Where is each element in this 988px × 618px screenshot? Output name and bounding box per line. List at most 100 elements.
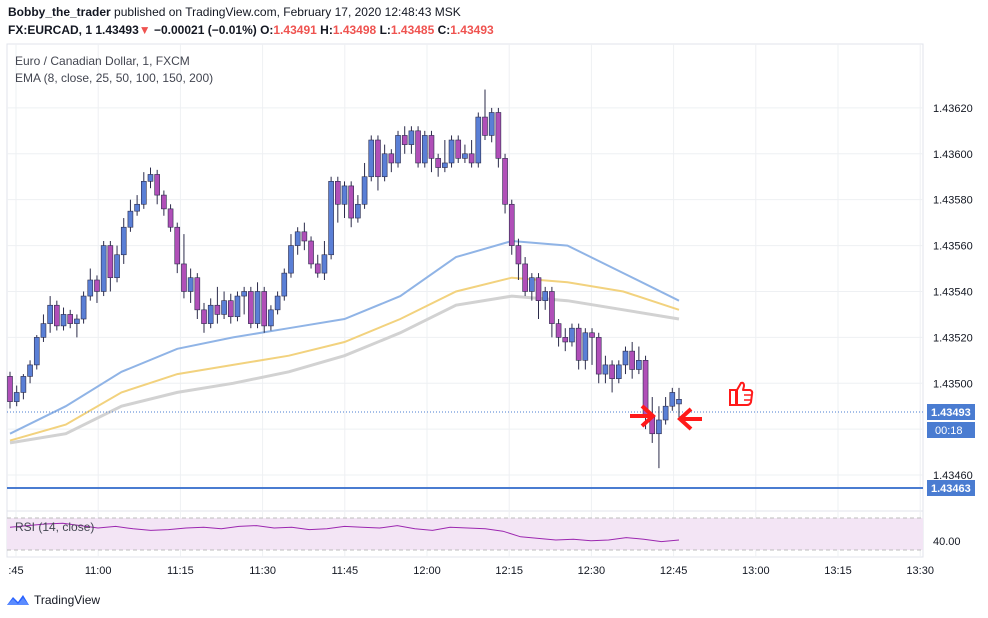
candle-body — [408, 130, 415, 145]
time-tick: 11:45 — [331, 565, 358, 577]
candle-body — [582, 332, 589, 361]
candle-body — [161, 194, 167, 210]
candle-body — [535, 277, 542, 301]
candle-body — [448, 139, 455, 164]
low-label: L: — [379, 23, 391, 37]
candle-body — [134, 203, 140, 212]
candle-body — [415, 130, 421, 164]
candle-body — [435, 158, 441, 168]
candle-body — [442, 162, 448, 168]
candle-body — [74, 318, 80, 324]
price-tick: 1.43600 — [933, 149, 973, 161]
candle-body — [268, 309, 274, 327]
candle-body — [508, 203, 515, 246]
hline-price-badge-text: 1.43463 — [931, 483, 971, 495]
candle-body — [636, 360, 642, 370]
tradingview-logo[interactable]: TradingView — [6, 592, 100, 608]
candle-body — [114, 254, 120, 279]
publish-info: Bobby_the_trader published on TradingVie… — [8, 5, 461, 19]
candle-body — [542, 291, 549, 301]
time-tick: 11:30 — [249, 565, 276, 577]
candle-body — [549, 291, 555, 324]
candle-body — [361, 176, 368, 205]
rsi-axis-label: 40.00 — [933, 536, 961, 548]
candle-body — [33, 337, 40, 366]
instrument-legend[interactable]: Euro / Canadian Dollar, 1, FXCM — [15, 54, 190, 68]
candle-body — [87, 279, 94, 297]
candle-body — [348, 185, 354, 219]
time-tick: :45 — [8, 565, 23, 577]
candle-body — [100, 245, 107, 292]
candle-body — [355, 203, 361, 219]
candle-body — [294, 231, 301, 246]
left-arrow-icon — [677, 407, 702, 431]
candle-body — [455, 139, 462, 159]
last-price-badge-text: 1.43493 — [931, 407, 971, 419]
candle-body — [20, 376, 27, 393]
candle-body — [154, 174, 160, 196]
hline-price-badge — [927, 480, 975, 496]
high-label: H: — [320, 23, 333, 37]
candle-body — [495, 112, 502, 159]
last-price: 1.43493 — [95, 23, 139, 37]
candle-body — [147, 174, 154, 182]
candle-body — [388, 153, 395, 164]
candle-body — [321, 254, 328, 274]
candle-body — [562, 337, 569, 343]
candle-body — [669, 392, 676, 407]
candle-body — [482, 116, 488, 136]
price-tick: 1.43500 — [933, 378, 973, 390]
grid-lines — [7, 44, 923, 557]
main-pane[interactable] — [6, 43, 924, 512]
time-axis[interactable]: :45 11:00 11:15 11:30 11:45 12:00 12:15 12:30 12… — [8, 565, 934, 577]
candle-body — [194, 277, 201, 311]
candle-body — [227, 300, 234, 318]
candle-body — [254, 291, 261, 324]
candle-body — [207, 304, 214, 324]
candle-body — [609, 364, 615, 379]
candle-body — [7, 376, 13, 402]
time-tick: 12:45 — [660, 565, 688, 577]
published-info: published on TradingView.com, February 1… — [114, 5, 461, 19]
candles — [7, 89, 682, 469]
candle-body — [401, 135, 408, 145]
ema-legend[interactable]: EMA (8, close, 25, 50, 100, 150, 200) — [15, 71, 213, 85]
candle-body — [187, 277, 194, 292]
ema-lines — [9, 239, 680, 445]
candle-body — [248, 291, 254, 324]
candle-body — [589, 332, 595, 338]
candle-body — [615, 364, 622, 379]
candle-body — [676, 399, 682, 405]
time-tick: 12:15 — [495, 565, 523, 577]
rsi-legend[interactable]: RSI (14, close) — [15, 520, 94, 534]
candle-body — [234, 295, 241, 318]
candle-body — [575, 327, 582, 361]
right-arrow-icon — [630, 404, 656, 428]
candle-body — [421, 135, 428, 164]
price-change: −0.00021 (−0.01%) — [153, 23, 257, 37]
candle-body — [488, 112, 495, 136]
candle-body — [261, 291, 268, 327]
candle-body — [221, 300, 227, 315]
candle-body — [328, 181, 334, 256]
candle-body — [555, 323, 562, 338]
candle-body — [141, 181, 147, 205]
author-name[interactable]: Bobby_the_trader — [8, 5, 111, 19]
candle-body — [462, 153, 468, 159]
candle-body — [428, 135, 435, 159]
candle-body — [522, 263, 528, 292]
candle-body — [314, 263, 321, 274]
candle-body — [662, 405, 669, 421]
candle-body — [288, 245, 294, 274]
price-tick: 1.43620 — [933, 103, 973, 115]
time-tick: 11:15 — [167, 565, 194, 577]
candle-body — [47, 304, 53, 324]
candle-body — [214, 304, 221, 315]
down-arrow-icon: ▼ — [138, 23, 151, 37]
price-tick: 1.43520 — [933, 332, 973, 344]
candle-body — [167, 208, 174, 228]
candle-body — [80, 295, 87, 320]
candle-body — [127, 210, 134, 228]
candle-body — [335, 181, 341, 205]
